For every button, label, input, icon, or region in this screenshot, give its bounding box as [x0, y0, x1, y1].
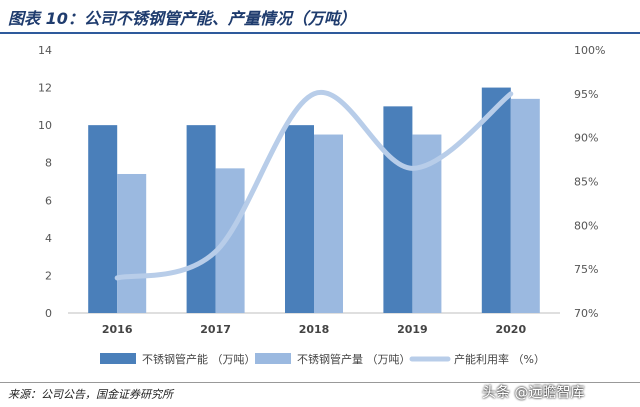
bar-capacity — [186, 125, 216, 314]
right-tick-label: 90% — [574, 132, 598, 145]
source-divider — [0, 382, 640, 383]
watermark: 头条 @远瞻智库 — [482, 385, 585, 401]
bar-production — [510, 98, 540, 313]
right-tick-label: 80% — [574, 219, 598, 232]
x-tick-label: 2019 — [397, 323, 428, 336]
left-tick-label: 0 — [45, 307, 52, 320]
left-tick-label: 6 — [45, 194, 52, 207]
x-tick-label: 2018 — [299, 323, 330, 336]
legend-label: 产能利用率 （%） — [454, 352, 545, 366]
right-tick-label: 85% — [574, 176, 598, 189]
right-tick-label: 75% — [574, 263, 598, 276]
right-tick-label: 100% — [574, 44, 605, 57]
left-tick-label: 8 — [45, 157, 52, 170]
legend-label: 不锈钢管产能 （万吨） — [142, 352, 256, 366]
left-tick-label: 10 — [38, 119, 52, 132]
bar-capacity — [285, 125, 314, 314]
source-note: 来源：公司公告，国金证券研究所 — [8, 388, 173, 401]
left-tick-label: 4 — [45, 232, 52, 245]
bar-capacity — [88, 125, 118, 314]
legend-swatch — [255, 353, 291, 364]
legend-label: 不锈钢管产量 （万吨） — [297, 352, 411, 366]
right-tick-label: 95% — [574, 88, 598, 101]
utilization-line — [114, 89, 514, 281]
title-bar: 图表 10：公司不锈钢管产能、产量情况（万吨） — [0, 0, 640, 30]
title-divider — [0, 32, 640, 34]
chart-title: 图表 10：公司不锈钢管产能、产量情况（万吨） — [8, 9, 356, 28]
x-tick-label: 2020 — [495, 323, 526, 336]
x-tick-label: 2016 — [102, 323, 133, 336]
bar-capacity — [481, 87, 511, 313]
left-tick-label: 2 — [45, 269, 52, 282]
left-tick-label: 12 — [38, 82, 52, 95]
bar-production — [314, 134, 343, 313]
right-tick-label: 70% — [574, 307, 598, 320]
legend-swatch — [100, 353, 136, 364]
bar-production — [215, 168, 245, 313]
left-tick-label: 14 — [38, 44, 52, 57]
bar-production — [117, 173, 147, 313]
bar-capacity — [383, 106, 413, 313]
x-tick-label: 2017 — [200, 323, 231, 336]
chart: 0 2 4 6 8 10 12 14 70% 75% 80% 85% 90% 95% 100% 2016 201… — [38, 44, 605, 366]
